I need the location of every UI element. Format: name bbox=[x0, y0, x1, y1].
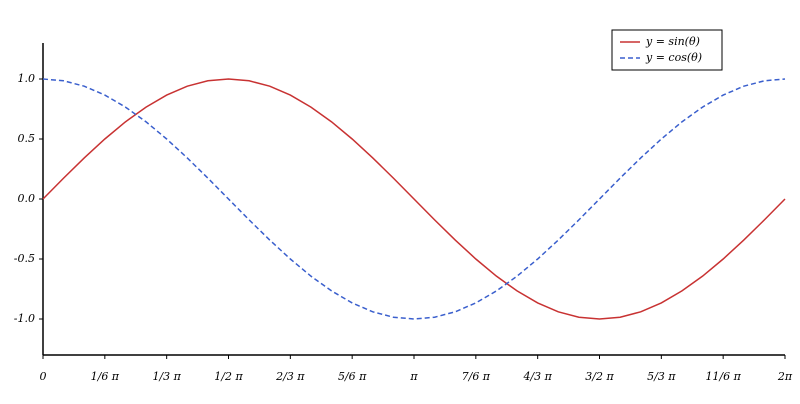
x-tick-label: 1/3 π bbox=[152, 370, 181, 383]
y-tick-label: 0.5 bbox=[18, 132, 36, 145]
x-tick-label: 0 bbox=[40, 370, 47, 383]
x-tick-label: 2π bbox=[777, 370, 793, 383]
x-tick-label: π bbox=[409, 370, 418, 383]
x-tick-label: 5/3 π bbox=[647, 370, 676, 383]
x-tick-label: 3/2 π bbox=[585, 370, 614, 383]
y-tick-label: -0.5 bbox=[14, 252, 35, 265]
legend-label: y = cos(θ) bbox=[645, 51, 702, 64]
line-series bbox=[42, 78, 786, 320]
x-tick-label: 4/3 π bbox=[522, 370, 552, 383]
y-tick-label: 1.0 bbox=[18, 72, 36, 85]
x-tick-label: 5/6 π bbox=[338, 370, 367, 383]
x-tick-label: 7/6 π bbox=[462, 370, 491, 383]
line-series bbox=[42, 78, 786, 320]
y-tick-label: 0.0 bbox=[18, 192, 36, 205]
x-tick-label: 2/3 π bbox=[275, 370, 305, 383]
x-tick-label: 1/2 π bbox=[214, 370, 243, 383]
y-tick-label: -1.0 bbox=[14, 312, 35, 325]
x-tick-label: 1/6 π bbox=[91, 370, 120, 383]
x-tick-label: 11/6 π bbox=[705, 370, 741, 383]
legend-label: y = sin(θ) bbox=[645, 35, 700, 48]
legend-box bbox=[611, 29, 723, 71]
